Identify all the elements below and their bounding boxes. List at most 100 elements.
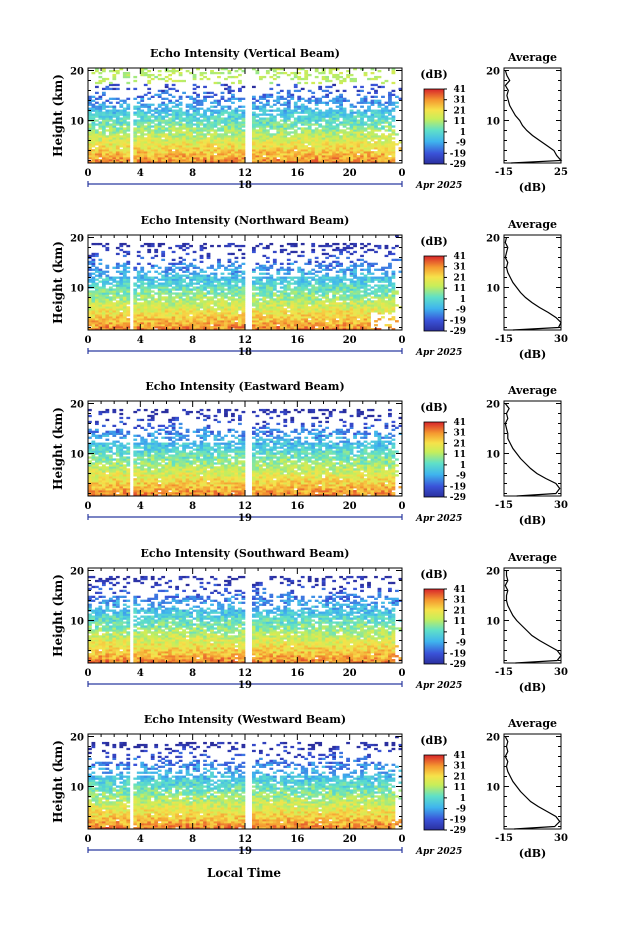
- heatmap-cell: [196, 121, 200, 123]
- heatmap-cell: [109, 98, 113, 100]
- heatmap-cell: [228, 243, 232, 245]
- heatmap-cell: [88, 298, 92, 300]
- heatmap-cell: [269, 265, 273, 267]
- heatmap-cell: [325, 159, 329, 161]
- heatmap-cell: [98, 273, 102, 275]
- heatmap-cell: [214, 151, 218, 153]
- heatmap-cell: [161, 253, 165, 255]
- heatmap-cell: [189, 119, 193, 121]
- average-y-tick-label: 10: [486, 117, 500, 128]
- heatmap-cell: [308, 133, 312, 135]
- heatmap-cell: [231, 112, 235, 114]
- heatmap-cell: [116, 114, 120, 116]
- heatmap-cell: [109, 288, 113, 290]
- heatmap-cell: [252, 310, 256, 312]
- heatmap-cell: [193, 296, 197, 298]
- heatmap-cell: [242, 296, 246, 298]
- heatmap-cell: [332, 129, 336, 131]
- heatmap-cell: [276, 290, 280, 292]
- heatmap-cell: [228, 245, 232, 247]
- heatmap-cell: [329, 290, 333, 292]
- heatmap-cell: [228, 149, 232, 151]
- heatmap-cell: [196, 100, 200, 102]
- heatmap-cell: [322, 133, 326, 135]
- heatmap-cell: [144, 147, 148, 149]
- heatmap-cell: [228, 292, 232, 294]
- heatmap-cell: [311, 304, 315, 306]
- heatmap-cell: [228, 112, 232, 114]
- heatmap-cell: [105, 135, 109, 137]
- heatmap-cell: [112, 149, 116, 151]
- heatmap-cell: [235, 294, 239, 296]
- heatmap-cell: [91, 302, 95, 304]
- heatmap-cell: [255, 320, 259, 322]
- heatmap-cell: [200, 304, 204, 306]
- heatmap-cell: [242, 98, 246, 100]
- heatmap-cell: [378, 110, 382, 112]
- heatmap-cell: [336, 310, 340, 312]
- heatmap-cell: [325, 322, 329, 324]
- heatmap-cell: [123, 255, 127, 257]
- heatmap-cell: [123, 119, 127, 121]
- heatmap-cell: [259, 265, 263, 267]
- heatmap-cell: [339, 96, 343, 98]
- heatmap-cell: [119, 104, 123, 106]
- heatmap-cell: [88, 116, 92, 118]
- heatmap-cell: [346, 74, 350, 76]
- heatmap-cell: [388, 114, 392, 116]
- heatmap-cell: [273, 100, 277, 102]
- heatmap-cell: [161, 121, 165, 123]
- heatmap-cell: [301, 121, 305, 123]
- heatmap-cell: [339, 104, 343, 106]
- heatmap-cell: [364, 137, 368, 139]
- heatmap-cell: [217, 308, 221, 310]
- heatmap-cell: [385, 137, 389, 139]
- heatmap-cell: [329, 116, 333, 118]
- heatmap-cell: [158, 112, 162, 114]
- heatmap-cell: [116, 296, 120, 298]
- heatmap-cell: [283, 114, 287, 116]
- heatmap-cell: [378, 147, 382, 149]
- heatmap-cell: [144, 127, 148, 129]
- heatmap-cell: [315, 137, 319, 139]
- heatmap-cell: [325, 147, 329, 149]
- heatmap-cell: [238, 90, 242, 92]
- heatmap-cell: [262, 298, 266, 300]
- heatmap-cell: [200, 284, 204, 286]
- heatmap-cell: [304, 139, 308, 141]
- heatmap-cell: [276, 100, 280, 102]
- heatmap-cell: [318, 306, 322, 308]
- heatmap-cell: [329, 245, 333, 247]
- heatmap-cell: [196, 125, 200, 127]
- heatmap-cell: [144, 314, 148, 316]
- heatmap-cell: [200, 316, 204, 318]
- heatmap-cell: [357, 137, 361, 139]
- heatmap-cell: [374, 155, 378, 157]
- heatmap-cell: [224, 125, 228, 127]
- heatmap-cell: [151, 137, 155, 139]
- heatmap-cell: [262, 324, 266, 326]
- heatmap-cell: [262, 104, 266, 106]
- heatmap-cell: [119, 137, 123, 139]
- heatmap-cell: [343, 269, 347, 271]
- heatmap-cell: [168, 306, 172, 308]
- heatmap-cell: [224, 135, 228, 137]
- heatmap-cell: [392, 119, 396, 121]
- heatmap-cell: [137, 153, 141, 155]
- heatmap-cell: [95, 302, 99, 304]
- heatmap-cell: [294, 283, 298, 285]
- heatmap-cell: [235, 145, 239, 147]
- heatmap-cell: [371, 96, 375, 98]
- heatmap-cell: [193, 129, 197, 131]
- heatmap-cell: [200, 145, 204, 147]
- heatmap-cell: [172, 70, 176, 72]
- heatmap-cell: [98, 243, 102, 245]
- heatmap-cell: [262, 141, 266, 143]
- heatmap-cell: [273, 302, 277, 304]
- heatmap-cell: [203, 135, 207, 137]
- heatmap-cell: [182, 302, 186, 304]
- heatmap-cell: [231, 284, 235, 286]
- heatmap-cell: [252, 129, 256, 131]
- heatmap-cell: [235, 114, 239, 116]
- heatmap-cell: [126, 143, 130, 145]
